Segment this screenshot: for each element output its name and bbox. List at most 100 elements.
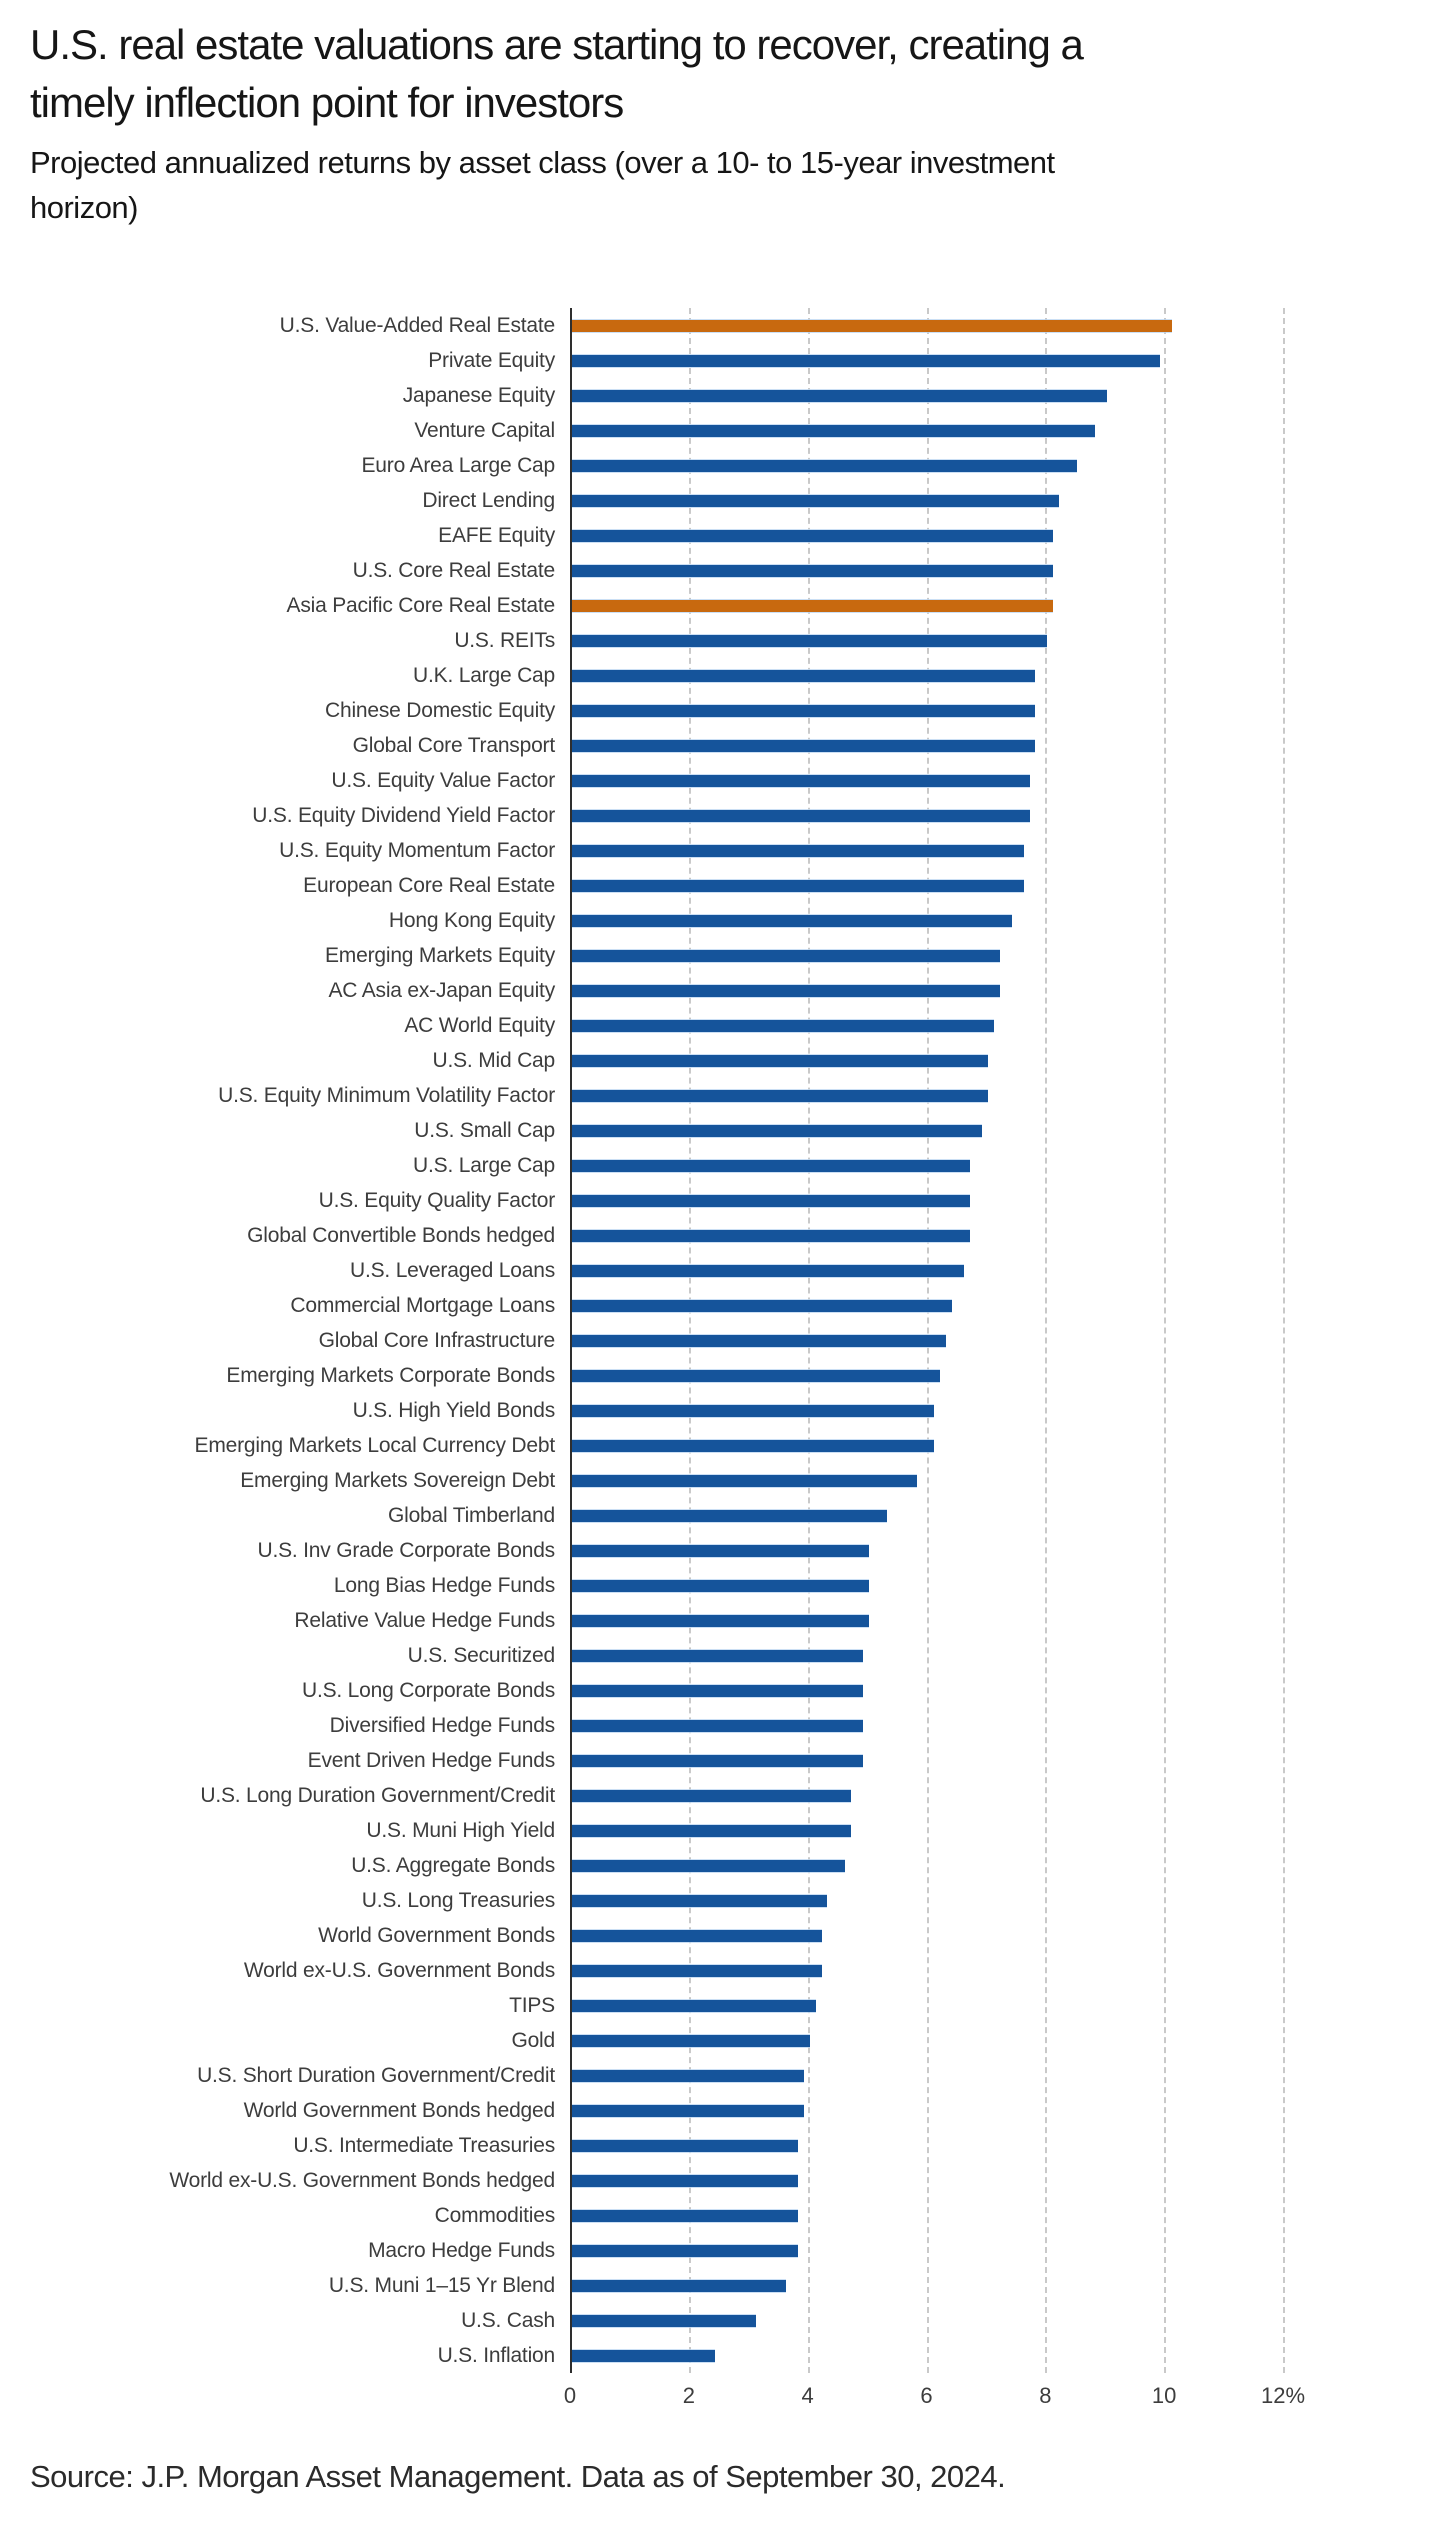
chart-row: Global Core Infrastructure bbox=[319, 1323, 1283, 1358]
category-label: Global Timberland bbox=[387, 1503, 555, 1527]
value-bar bbox=[572, 1299, 953, 1312]
category-label: Private Equity bbox=[428, 348, 555, 372]
value-bar bbox=[572, 1369, 941, 1382]
category-label: Commodities bbox=[434, 2203, 556, 2227]
category-label: U.S. Long Duration Government/Credit bbox=[200, 1783, 555, 1807]
category-label: Global Core Infrastructure bbox=[318, 1328, 556, 1352]
value-bar bbox=[572, 914, 1012, 927]
category-label: U.S. Long Corporate Bonds bbox=[302, 1678, 555, 1702]
chart-row: U.S. Mid Cap bbox=[433, 1043, 1283, 1078]
value-bar bbox=[572, 739, 1036, 752]
chart-row: Hong Kong Equity bbox=[389, 903, 1283, 938]
chart-row: U.S. Equity Minimum Volatility Factor bbox=[218, 1078, 1283, 1113]
chart-row: U.S. Cash bbox=[461, 2303, 1283, 2338]
chart-row: U.S. Securitized bbox=[408, 1638, 1283, 1673]
value-bar bbox=[572, 2209, 798, 2222]
bar-chart: U.S. Value-Added Real Estate Private Equi… bbox=[0, 308, 1440, 2417]
chart-row: Global Timberland bbox=[388, 1498, 1283, 1533]
gridline bbox=[1283, 308, 1285, 2373]
category-label: U.S. Muni High Yield bbox=[366, 1818, 555, 1842]
chart-row: Private Equity bbox=[428, 343, 1283, 378]
source-note: Source: J.P. Morgan Asset Management. Da… bbox=[30, 2459, 1006, 2494]
chart-row: U.S. High Yield Bonds bbox=[353, 1393, 1283, 1428]
category-label: U.S. Equity Minimum Volatility Factor bbox=[218, 1083, 555, 1107]
value-bar bbox=[572, 2314, 757, 2327]
x-tick-label: 2 bbox=[682, 2383, 695, 2408]
category-label: Macro Hedge Funds bbox=[368, 2238, 555, 2262]
value-bar bbox=[572, 2069, 804, 2082]
value-bar bbox=[572, 1929, 822, 1942]
category-label: U.S. Equity Dividend Yield Factor bbox=[252, 803, 555, 827]
category-label: U.S. Short Duration Government/Credit bbox=[197, 2063, 555, 2087]
value-bar bbox=[572, 844, 1024, 857]
x-tick-label: 10 bbox=[1151, 2383, 1177, 2408]
chart-row: Emerging Markets Corporate Bonds bbox=[226, 1358, 1283, 1393]
category-label: World ex-U.S. Government Bonds hedged bbox=[169, 2168, 555, 2192]
chart-row: U.S. Inflation bbox=[438, 2338, 1283, 2373]
category-label: U.S. REITs bbox=[454, 628, 555, 652]
category-label: World ex-U.S. Government Bonds bbox=[243, 1958, 555, 1982]
category-label: AC Asia ex-Japan Equity bbox=[328, 978, 555, 1002]
category-label: U.S. Equity Value Factor bbox=[331, 768, 555, 792]
value-bar bbox=[572, 669, 1036, 682]
value-bar bbox=[572, 389, 1107, 402]
value-bar bbox=[572, 354, 1161, 367]
value-bar bbox=[572, 949, 1000, 962]
category-label: U.K. Large Cap bbox=[413, 663, 555, 687]
category-label: U.S. High Yield Bonds bbox=[352, 1398, 556, 1422]
category-label: Hong Kong Equity bbox=[388, 908, 555, 932]
chart-row: U.S. Long Corporate Bonds bbox=[302, 1673, 1283, 1708]
category-label: Emerging Markets Local Currency Debt bbox=[194, 1433, 556, 1457]
chart-row: Gold bbox=[511, 2023, 1283, 2058]
value-bar bbox=[572, 1964, 822, 1977]
chart-row: U.S. Value-Added Real Estate bbox=[280, 308, 1283, 343]
x-tick-label: 12% bbox=[1260, 2383, 1306, 2408]
chart-row: U.S. Muni 1–15 Yr Blend bbox=[329, 2268, 1283, 2303]
chart-row: EAFE Equity bbox=[438, 518, 1283, 553]
category-label: Long Bias Hedge Funds bbox=[333, 1573, 555, 1597]
chart-row: Commodities bbox=[435, 2198, 1283, 2233]
chart-row: U.S. Equity Dividend Yield Factor bbox=[252, 798, 1283, 833]
category-label: TIPS bbox=[509, 1993, 555, 2017]
value-bar bbox=[572, 809, 1030, 822]
category-label: Japanese Equity bbox=[402, 383, 555, 407]
chart-footer: Source: J.P. Morgan Asset Management. Da… bbox=[30, 2459, 1410, 2495]
category-label: World Government Bonds bbox=[318, 1923, 555, 1947]
category-label: U.S. Leveraged Loans bbox=[350, 1258, 555, 1282]
chart-row: Long Bias Hedge Funds bbox=[334, 1568, 1283, 1603]
value-bar bbox=[572, 1404, 935, 1417]
value-bar bbox=[572, 2279, 786, 2292]
value-bar bbox=[572, 704, 1036, 717]
chart-row: U.S. Equity Momentum Factor bbox=[279, 833, 1283, 868]
x-tick-label: 4 bbox=[801, 2383, 814, 2408]
chart-row: U.S. Equity Value Factor bbox=[331, 763, 1283, 798]
category-label: Venture Capital bbox=[414, 418, 555, 442]
category-label: AC World Equity bbox=[404, 1013, 555, 1037]
chart-row: Euro Area Large Cap bbox=[362, 448, 1283, 483]
chart-row: Venture Capital bbox=[414, 413, 1283, 448]
chart-header: U.S. real estate valuations are starting… bbox=[0, 0, 1440, 230]
x-tick-label: 0 bbox=[563, 2383, 577, 2408]
chart-row: Emerging Markets Local Currency Debt bbox=[195, 1428, 1283, 1463]
chart-row: World Government Bonds bbox=[318, 1918, 1283, 1953]
chart-row: Relative Value Hedge Funds bbox=[294, 1603, 1283, 1638]
chart-row: World Government Bonds hedged bbox=[244, 2093, 1283, 2128]
chart-row: U.S. Aggregate Bonds bbox=[351, 1848, 1283, 1883]
chart-row: AC Asia ex-Japan Equity bbox=[328, 973, 1283, 1008]
category-label: Emerging Markets Equity bbox=[325, 943, 555, 967]
category-label: U.S. Value-Added Real Estate bbox=[279, 313, 556, 337]
category-label: U.S. Mid Cap bbox=[432, 1048, 556, 1072]
page-subtitle: Projected annualized returns by asset cl… bbox=[30, 145, 1055, 225]
chart-row: U.S. Muni High Yield bbox=[366, 1813, 1283, 1848]
chart-row: U.S. Inv Grade Corporate Bonds bbox=[258, 1533, 1283, 1568]
category-label: Event Driven Hedge Funds bbox=[307, 1748, 556, 1772]
value-bar bbox=[572, 774, 1030, 787]
value-bar bbox=[572, 1334, 947, 1347]
chart-row: Global Convertible Bonds hedged bbox=[247, 1218, 1283, 1253]
gridline bbox=[1045, 308, 1048, 2373]
value-bar bbox=[572, 1999, 816, 2012]
value-bar bbox=[572, 2174, 798, 2187]
chart-row: Global Core Transport bbox=[353, 728, 1283, 763]
value-bar bbox=[572, 1439, 935, 1452]
